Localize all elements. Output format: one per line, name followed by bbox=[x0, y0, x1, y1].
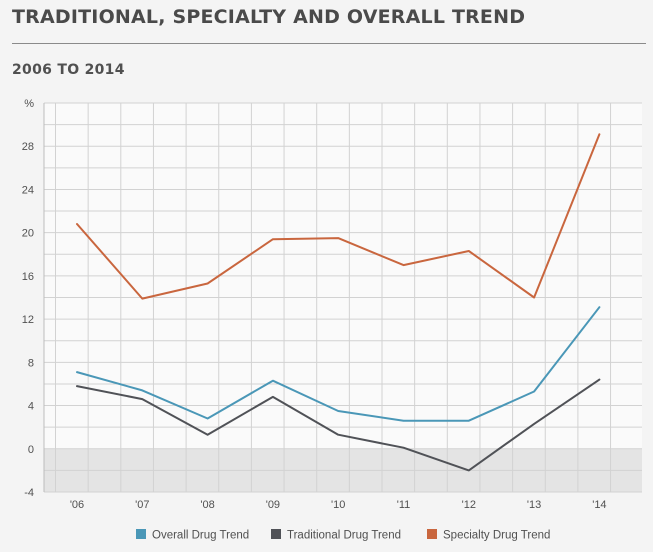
y-tick-label: 12 bbox=[22, 314, 34, 326]
series-line-specialty-drug-trend bbox=[76, 133, 601, 300]
y-tick-label: 0 bbox=[28, 444, 34, 456]
title-divider bbox=[12, 43, 646, 44]
x-tick-label: '09 bbox=[266, 499, 280, 511]
x-tick-label: '11 bbox=[397, 499, 411, 511]
y-tick-label: -4 bbox=[24, 487, 34, 499]
y-tick-label: 20 bbox=[22, 228, 34, 240]
series-lines bbox=[76, 133, 601, 472]
legend-label: Specialty Drug Trend bbox=[443, 530, 550, 542]
legend-label: Traditional Drug Trend bbox=[287, 530, 401, 542]
legend-swatch bbox=[427, 529, 437, 539]
x-tick-label: '14 bbox=[592, 499, 606, 511]
x-tick-label: '07 bbox=[135, 499, 149, 511]
chart-title: TRADITIONAL, SPECIALTY AND OVERALL TREND bbox=[12, 6, 526, 28]
x-tick-label: '06 bbox=[70, 499, 84, 511]
y-unit-label: % bbox=[24, 98, 34, 110]
y-tick-label: 24 bbox=[22, 184, 34, 196]
legend-swatch bbox=[136, 529, 146, 539]
x-tick-label: '08 bbox=[200, 499, 214, 511]
y-tick-label: 16 bbox=[22, 271, 34, 283]
grid-lines bbox=[43, 102, 642, 493]
x-tick-label: '12 bbox=[462, 499, 476, 511]
x-axis: '06 '07 '08 '09 '10 '11 '12 '13 '14 bbox=[70, 499, 607, 511]
x-tick-label: '13 bbox=[527, 499, 541, 511]
x-tick-label: '10 bbox=[331, 499, 345, 511]
legend: Overall Drug Trend Traditional Drug Trend… bbox=[136, 529, 550, 542]
legend-swatch bbox=[271, 529, 281, 539]
legend-label: Overall Drug Trend bbox=[152, 530, 249, 542]
y-tick-label: 4 bbox=[28, 401, 34, 413]
y-tick-label: 8 bbox=[28, 357, 34, 369]
y-axis: -4 0 4 8 12 16 20 24 28% bbox=[22, 98, 34, 499]
y-tick-label: 28 bbox=[22, 141, 34, 153]
series-line-overall-drug-trend bbox=[76, 306, 601, 422]
chart-subtitle: 2006 TO 2014 bbox=[12, 62, 125, 78]
series-line-traditional-drug-trend bbox=[76, 378, 601, 472]
